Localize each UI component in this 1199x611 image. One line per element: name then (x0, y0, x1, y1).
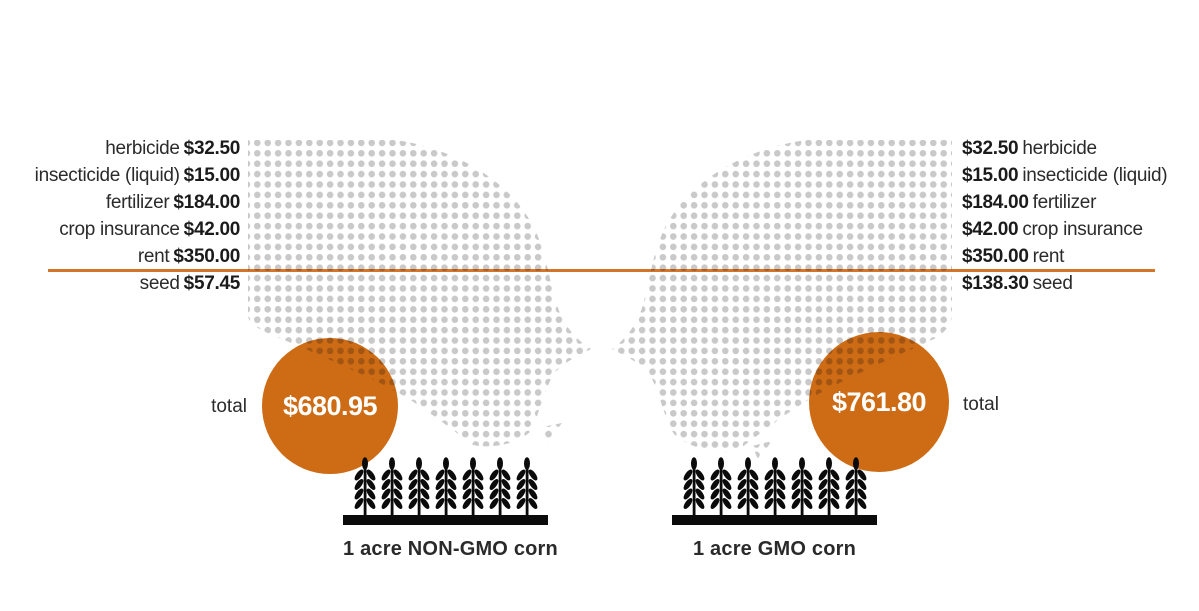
cost-value: $57.45 (183, 273, 241, 294)
wheat-icon (762, 457, 788, 515)
wheat-icon (789, 457, 815, 515)
cost-row-seed: $138.30 seed (962, 270, 1198, 297)
cost-label: rent (1032, 246, 1065, 267)
dotted-kernel-right (612, 140, 952, 452)
total-value-non-gmo: $680.95 (282, 390, 378, 421)
cost-value: $184.00 (173, 192, 240, 213)
cost-value: $138.30 (962, 273, 1029, 294)
total-circle-non-gmo: $680.95 (262, 338, 398, 474)
cost-label: herbicide (105, 138, 180, 159)
cost-row-herbicide: herbicide $32.50 (20, 135, 240, 162)
wheat-icon (843, 457, 869, 515)
cost-label: crop insurance (1022, 219, 1143, 240)
cost-value: $15.00 (183, 165, 241, 186)
axis-label-gmo: 1 acre GMO corn (692, 538, 857, 560)
cost-label: insecticide (liquid) (34, 165, 180, 186)
wheat-icon (352, 457, 378, 515)
cost-row-insecticide: insecticide (liquid) $15.00 (20, 162, 241, 189)
cost-row-fertilizer: fertilizer $184.00 (20, 189, 240, 216)
cost-row-rent: $350.00 rent (962, 243, 1198, 270)
cost-value: $350.00 (962, 246, 1029, 267)
cost-value: $32.50 (962, 138, 1019, 159)
cost-label: fertilizer (105, 192, 170, 213)
wheat-icon (433, 457, 459, 515)
wheat-icon (708, 457, 734, 515)
total-label-non-gmo: total (211, 396, 247, 417)
total-label-gmo: total (963, 394, 999, 415)
wheat-icon (460, 457, 486, 515)
cost-value: $350.00 (173, 246, 240, 267)
wheat-icon (379, 457, 405, 515)
cost-label: crop insurance (59, 219, 180, 240)
cost-label: fertilizer (1032, 192, 1097, 213)
ground-bar-gmo (672, 515, 877, 525)
dotted-shard-right (752, 441, 772, 459)
wheat-row-non-gmo (352, 457, 540, 515)
cost-row-fertilizer: $184.00 fertilizer (962, 189, 1198, 216)
dotted-kernel-left (248, 140, 591, 447)
wheat-row-gmo (681, 457, 869, 515)
wheat-icon (816, 457, 842, 515)
wheat-icon (681, 457, 707, 515)
cost-value: $42.00 (962, 219, 1019, 240)
wheat-icon (735, 457, 761, 515)
cost-list-gmo: $32.50 herbicide $15.00 insecticide (liqui… (962, 135, 1198, 297)
cost-value: $42.00 (183, 219, 241, 240)
cost-value: $184.00 (962, 192, 1029, 213)
ground-bar-non-gmo (343, 515, 548, 525)
cost-row-rent: rent $350.00 (20, 243, 240, 270)
cost-value: $15.00 (962, 165, 1019, 186)
cost-label: insecticide (liquid) (1022, 165, 1168, 186)
dotted-shard-left (542, 423, 562, 442)
cost-row-seed: seed $57.45 (20, 270, 241, 297)
wheat-icon (514, 457, 540, 515)
cost-label: rent (137, 246, 170, 267)
cost-row-crop-insurance: crop insurance $42.00 (20, 216, 240, 243)
divider-line (48, 269, 1155, 272)
cost-label: herbicide (1022, 138, 1097, 159)
wheat-icon (406, 457, 432, 515)
cost-value: $32.50 (183, 138, 241, 159)
cost-label: seed (139, 273, 180, 294)
axis-label-non-gmo: 1 acre NON-GMO corn (343, 538, 558, 560)
cost-list-non-gmo: herbicide $32.50 insecticide (liquid) $15.… (20, 135, 241, 297)
total-value-gmo: $761.80 (831, 386, 927, 417)
cost-row-herbicide: $32.50 herbicide (962, 135, 1198, 162)
cost-row-insecticide: $15.00 insecticide (liquid) (962, 162, 1198, 189)
wheat-icon (487, 457, 513, 515)
cost-label: seed (1032, 273, 1073, 294)
cost-row-crop-insurance: $42.00 crop insurance (962, 216, 1198, 243)
